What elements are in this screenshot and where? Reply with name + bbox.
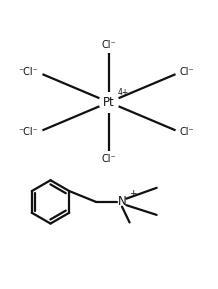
Text: +: + [129, 188, 137, 198]
Text: 4+: 4+ [118, 88, 129, 97]
Text: Cl⁻: Cl⁻ [180, 127, 194, 137]
Text: Cl⁻: Cl⁻ [102, 154, 116, 164]
Text: N: N [118, 195, 126, 208]
Text: ⁻Cl⁻: ⁻Cl⁻ [19, 67, 38, 77]
Text: Cl⁻: Cl⁻ [102, 40, 116, 50]
Text: Pt: Pt [103, 96, 115, 109]
Text: ⁻Cl⁻: ⁻Cl⁻ [19, 127, 38, 137]
Text: Cl⁻: Cl⁻ [180, 67, 194, 77]
